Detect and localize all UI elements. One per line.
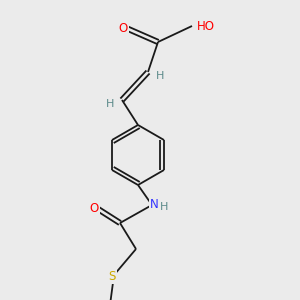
Text: H: H (160, 202, 168, 212)
Text: N: N (150, 199, 158, 212)
Text: HO: HO (197, 20, 215, 32)
Text: H: H (156, 71, 164, 81)
Text: O: O (89, 202, 99, 215)
Text: H: H (106, 99, 114, 109)
Text: S: S (108, 271, 116, 284)
Text: O: O (118, 22, 127, 34)
